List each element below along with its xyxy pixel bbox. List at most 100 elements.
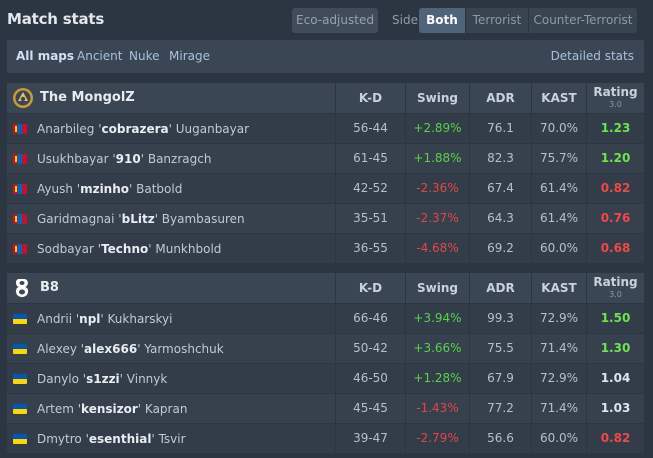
player-nickname: cobrazera xyxy=(101,122,169,136)
col-kd-header[interactable]: K-D xyxy=(335,83,405,113)
player-last-name: ' Tsvir xyxy=(151,432,186,446)
map-ancient[interactable]: Ancient xyxy=(77,49,123,63)
player-last-name: ' Yarmoshchuk xyxy=(137,342,224,356)
player-row[interactable]: Artem 'kensizor' Kapran 45-45 -1.43% 77.2 71… xyxy=(7,393,644,423)
player-row[interactable]: Usukhbayar '910' Banzragch 61-45 +1.88% 82.… xyxy=(7,143,644,173)
player-name[interactable]: Dmytro 'esenthial' Tsvir xyxy=(37,432,186,446)
detailed-stats-link[interactable]: Detailed stats xyxy=(550,49,634,63)
player-name[interactable]: Alexey 'alex666' Yarmoshchuk xyxy=(37,342,224,356)
team-header: B8 K-D Swing ADR KAST Rating 3.0 xyxy=(7,273,644,303)
player-kd: 45-45 xyxy=(335,394,405,423)
col-swing-header[interactable]: Swing xyxy=(405,273,469,303)
player-first-name: Andrii ' xyxy=(37,312,80,326)
b8-logo-icon[interactable] xyxy=(12,277,34,299)
player-row[interactable]: Garidmagnai 'bLitz' Byambasuren 35-51 -2.3… xyxy=(7,203,644,233)
player-kd: 39-47 xyxy=(335,424,405,453)
player-row[interactable]: Andrii 'npl' Kukharskyi 66-46 +3.94% 99.3 72… xyxy=(7,303,644,333)
col-kast-header[interactable]: KAST xyxy=(531,273,586,303)
rating-label: Rating xyxy=(593,275,638,289)
map-all-maps[interactable]: All maps xyxy=(16,49,75,63)
col-rating-header[interactable]: Rating 3.0 xyxy=(586,273,644,303)
side-terrorist-button[interactable]: Terrorist xyxy=(465,8,528,33)
player-row[interactable]: Dmytro 'esenthial' Tsvir 39-47 -2.79% 56.6 6… xyxy=(7,423,644,453)
player-adr: 82.3 xyxy=(469,144,531,173)
rating-version: 3.0 xyxy=(609,290,622,299)
mongolia-flag-icon xyxy=(13,154,27,164)
mongolia-flag-icon xyxy=(13,124,27,134)
player-first-name: Dmytro ' xyxy=(37,432,89,446)
player-row[interactable]: Ayush 'mzinho' Batbold 42-52 -2.36% 67.4 61.… xyxy=(7,173,644,203)
player-nickname: bLitz xyxy=(121,212,155,226)
player-name[interactable]: Garidmagnai 'bLitz' Byambasuren xyxy=(37,212,245,226)
player-name[interactable]: Ayush 'mzinho' Batbold xyxy=(37,182,182,196)
team-name[interactable]: The MongolZ xyxy=(40,90,135,105)
player-name[interactable]: Anarbileg 'cobrazera' Uuganbayar xyxy=(37,122,249,136)
side-ct-button[interactable]: Counter-Terrorist xyxy=(528,8,637,33)
map-mirage[interactable]: Mirage xyxy=(169,49,210,63)
ukraine-flag-icon xyxy=(13,344,27,354)
player-name[interactable]: Sodbayar 'Techno' Munkhbold xyxy=(37,242,221,256)
side-both-button[interactable]: Both xyxy=(419,8,465,33)
ukraine-flag-icon xyxy=(13,314,27,324)
player-rating: 1.04 xyxy=(586,364,644,393)
player-adr: 75.5 xyxy=(469,334,531,363)
player-rating: 1.20 xyxy=(586,144,644,173)
player-nickname: alex666 xyxy=(84,342,138,356)
ukraine-flag-icon xyxy=(13,404,27,414)
player-last-name: ' Kapran xyxy=(137,402,188,416)
player-kast: 61.4% xyxy=(531,174,586,203)
player-swing: -4.68% xyxy=(405,234,469,263)
player-name[interactable]: Usukhbayar '910' Banzragch xyxy=(37,152,211,166)
player-row[interactable]: Alexey 'alex666' Yarmoshchuk 50-42 +3.66% 7… xyxy=(7,333,644,363)
player-swing: +3.66% xyxy=(405,334,469,363)
player-swing: -2.37% xyxy=(405,204,469,233)
team-name[interactable]: B8 xyxy=(40,280,59,295)
col-kd-header[interactable]: K-D xyxy=(335,273,405,303)
player-rating: 0.76 xyxy=(586,204,644,233)
side-label: Side xyxy=(392,13,418,27)
mongolia-flag-icon xyxy=(13,244,27,254)
rating-version: 3.0 xyxy=(609,100,622,109)
player-swing: -1.43% xyxy=(405,394,469,423)
player-kast: 72.9% xyxy=(531,304,586,333)
player-first-name: Alexey ' xyxy=(37,342,85,356)
mongolz-logo-icon[interactable] xyxy=(12,87,34,109)
player-adr: 76.1 xyxy=(469,114,531,143)
col-kast-header[interactable]: KAST xyxy=(531,83,586,113)
player-swing: +2.89% xyxy=(405,114,469,143)
player-first-name: Sodbayar ' xyxy=(37,242,102,256)
team-header: The MongolZ K-D Swing ADR KAST Rating 3.0 xyxy=(7,83,644,113)
player-adr: 64.3 xyxy=(469,204,531,233)
player-kd: 42-52 xyxy=(335,174,405,203)
map-filter-bar: All maps Ancient Nuke Mirage Detailed st… xyxy=(7,40,644,73)
player-swing: -2.79% xyxy=(405,424,469,453)
player-last-name: ' Munkhbold xyxy=(148,242,222,256)
player-rating: 0.68 xyxy=(586,234,644,263)
player-name[interactable]: Artem 'kensizor' Kapran xyxy=(37,402,187,416)
player-rating: 1.23 xyxy=(586,114,644,143)
player-kast: 60.0% xyxy=(531,234,586,263)
player-row[interactable]: Anarbileg 'cobrazera' Uuganbayar 56-44 +2.… xyxy=(7,113,644,143)
player-last-name: ' Byambasuren xyxy=(154,212,245,226)
player-rating: 1.30 xyxy=(586,334,644,363)
player-row[interactable]: Sodbayar 'Techno' Munkhbold 36-55 -4.68% 69… xyxy=(7,233,644,263)
player-row[interactable]: Danylo 's1zzi' Vinnyk 46-50 +1.28% 67.9 72.9… xyxy=(7,363,644,393)
player-name[interactable]: Andrii 'npl' Kukharskyi xyxy=(37,312,172,326)
col-swing-header[interactable]: Swing xyxy=(405,83,469,113)
player-name[interactable]: Danylo 's1zzi' Vinnyk xyxy=(37,372,167,386)
player-first-name: Artem ' xyxy=(37,402,82,416)
player-adr: 67.4 xyxy=(469,174,531,203)
player-swing: +1.88% xyxy=(405,144,469,173)
eco-adjusted-button[interactable]: Eco-adjusted xyxy=(292,8,378,33)
player-nickname: s1zzi xyxy=(86,372,120,386)
player-swing: +3.94% xyxy=(405,304,469,333)
col-adr-header[interactable]: ADR xyxy=(469,273,531,303)
player-kast: 75.7% xyxy=(531,144,586,173)
player-last-name: ' Vinnyk xyxy=(119,372,168,386)
player-rating: 0.82 xyxy=(586,174,644,203)
col-rating-header[interactable]: Rating 3.0 xyxy=(586,83,644,113)
player-first-name: Garidmagnai ' xyxy=(37,212,122,226)
ukraine-flag-icon xyxy=(13,434,27,444)
map-nuke[interactable]: Nuke xyxy=(129,49,160,63)
col-adr-header[interactable]: ADR xyxy=(469,83,531,113)
